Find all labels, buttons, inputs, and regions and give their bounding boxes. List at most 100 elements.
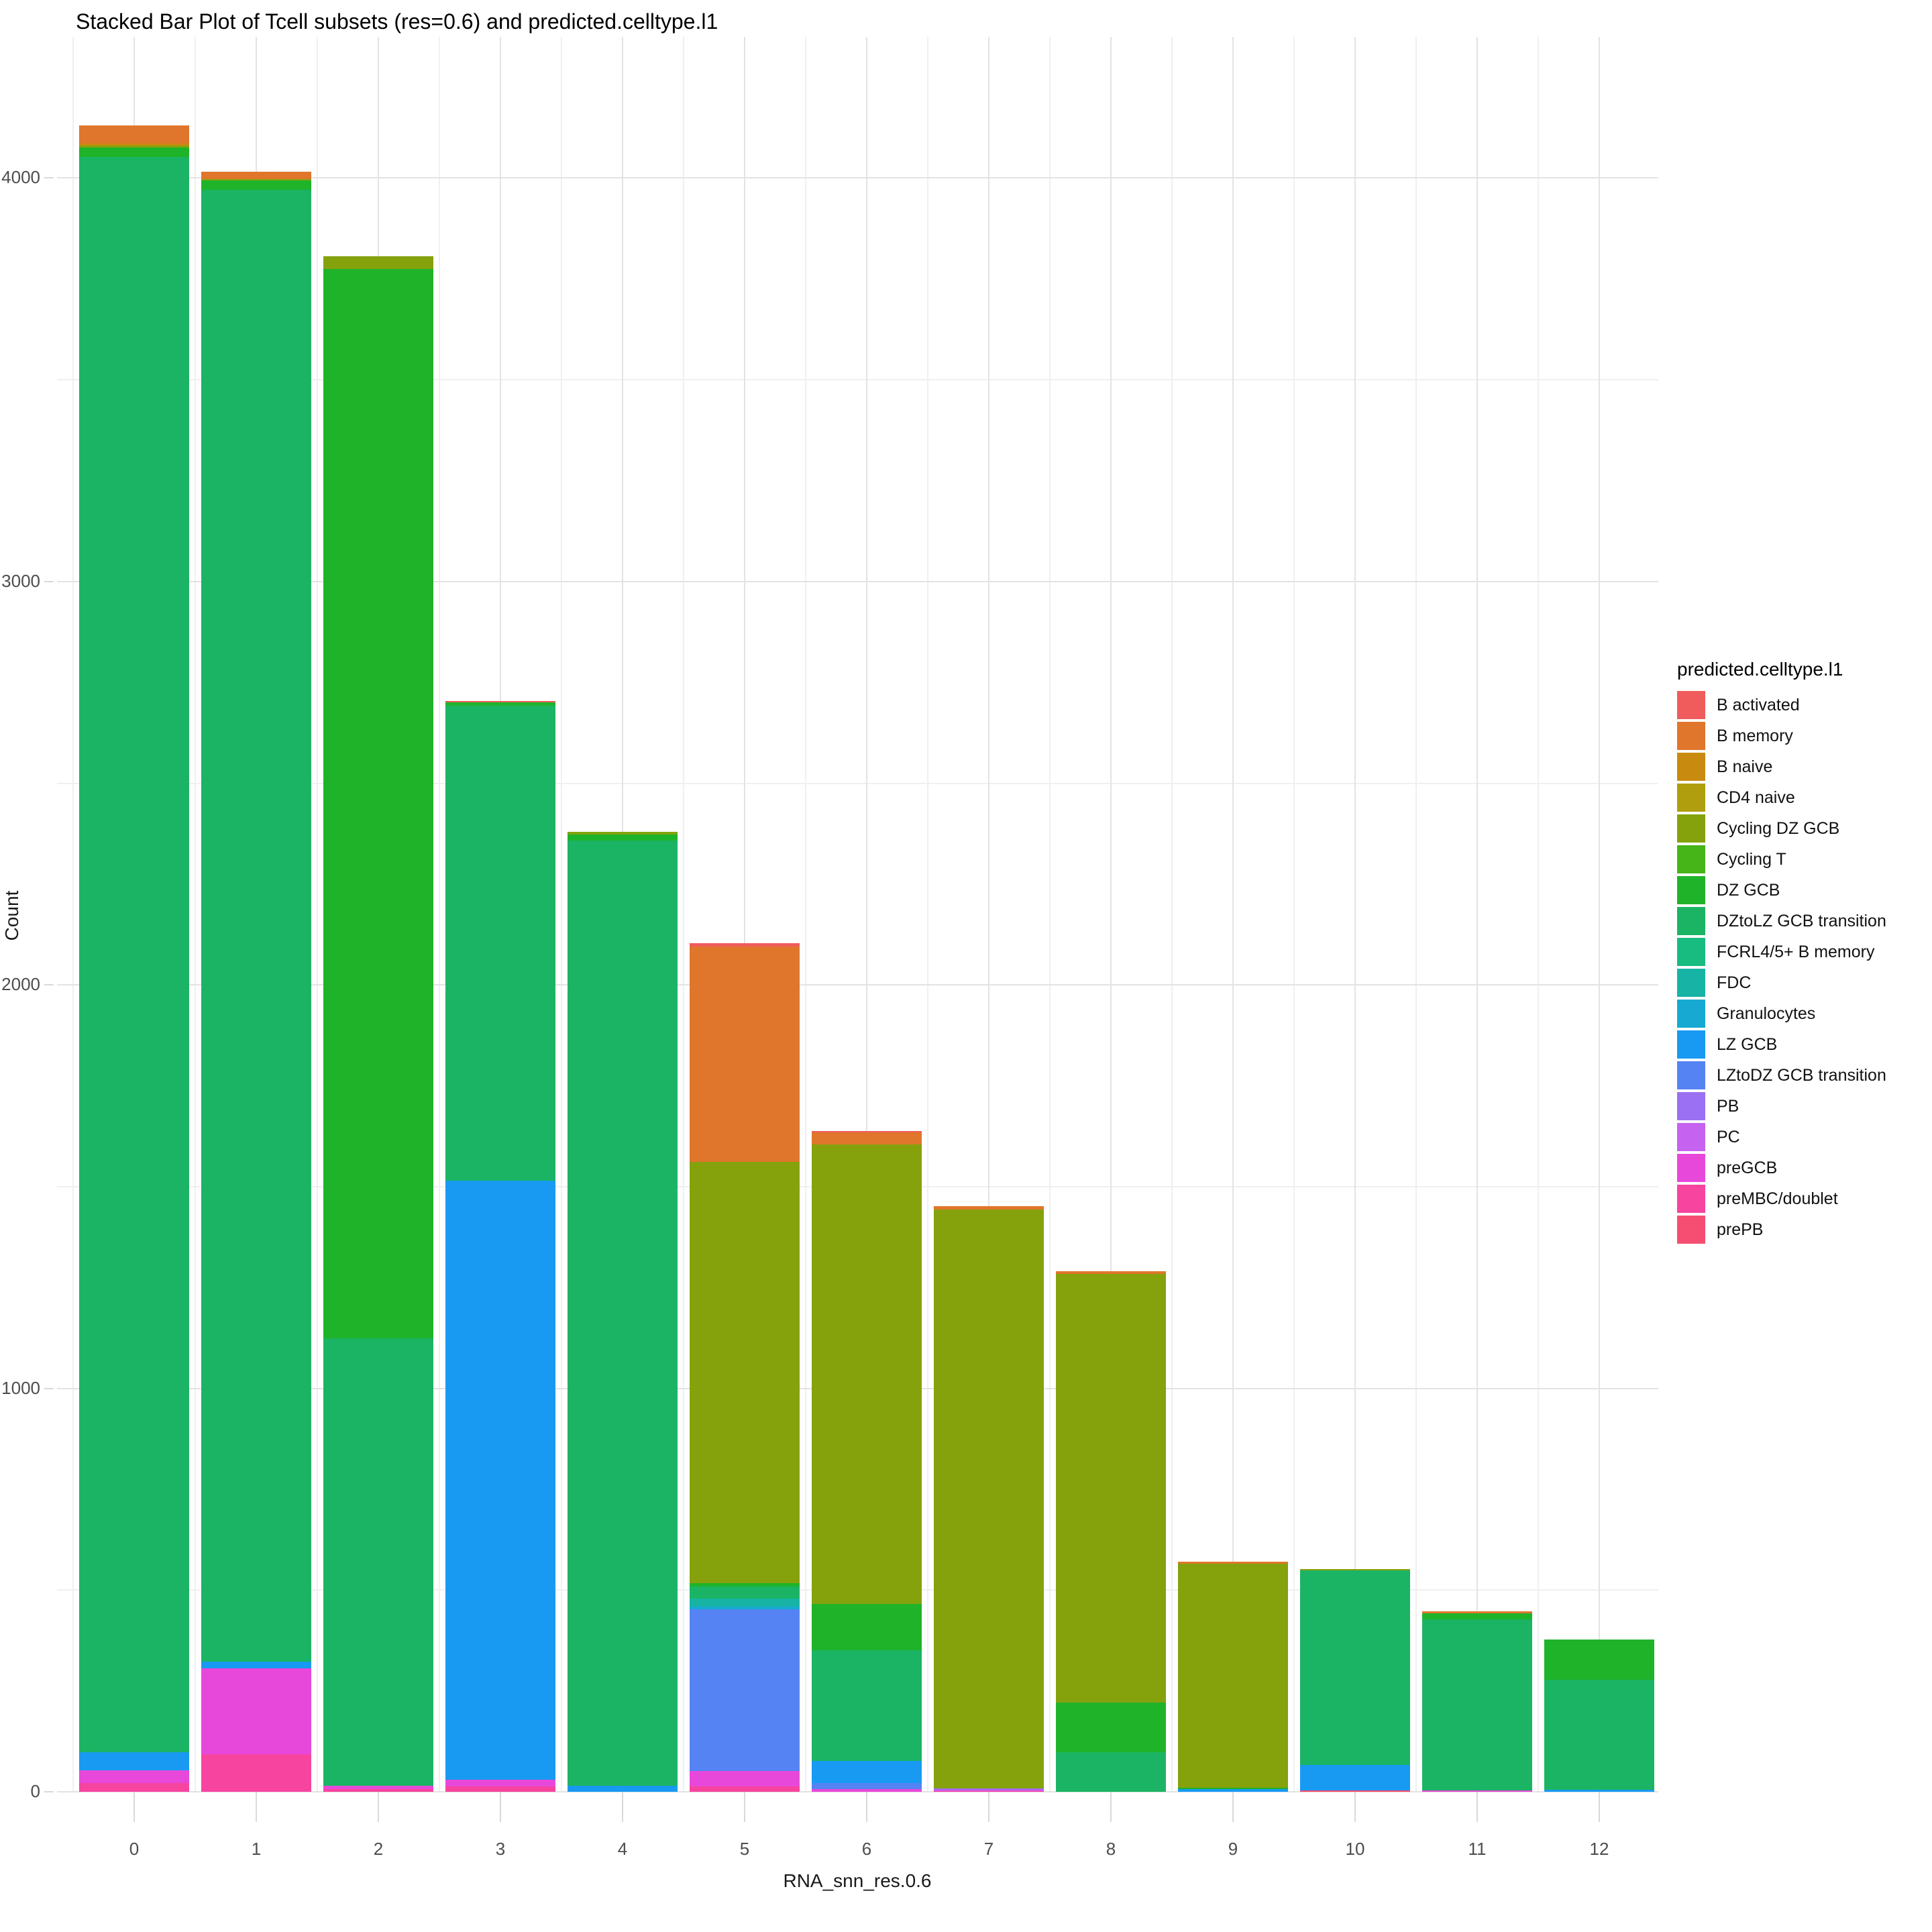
- bar-1-segment: [201, 180, 311, 190]
- x-tick-mark: [500, 1792, 501, 1822]
- bar-12-segment: [1544, 1789, 1654, 1792]
- bar-5-segment: [690, 1770, 800, 1787]
- legend-item: Cycling T: [1677, 845, 1925, 873]
- x-tick-label: 10: [1345, 1839, 1365, 1859]
- legend-item: B naive: [1677, 753, 1925, 781]
- x-tick-label: 5: [739, 1839, 750, 1859]
- legend-item: LZtoDZ GCB transition: [1677, 1061, 1925, 1089]
- y-axis-title: Count: [1, 890, 22, 941]
- bar-3-segment: [445, 1786, 555, 1792]
- bar-10-segment: [1300, 1790, 1410, 1792]
- y-gridline-minor: [57, 782, 1658, 784]
- bar-5-segment: [690, 1786, 800, 1792]
- bar-6-segment: [812, 1144, 922, 1604]
- legend-swatch: [1677, 845, 1705, 873]
- legend-label: preGCB: [1717, 1159, 1778, 1177]
- y-tick-mark: [44, 984, 54, 986]
- x-tick-mark: [1599, 1792, 1600, 1822]
- bar-6-segment: [812, 1760, 922, 1783]
- legend-item: preMBC/doublet: [1677, 1185, 1925, 1213]
- legend-swatch: [1677, 969, 1705, 997]
- bar-7-segment: [934, 1206, 1044, 1210]
- legend-label: FDC: [1717, 973, 1752, 992]
- bar-8-segment: [1056, 1274, 1166, 1703]
- legend-swatch: [1677, 1092, 1705, 1120]
- legend-swatch: [1677, 938, 1705, 966]
- bar-9-segment: [1178, 1562, 1288, 1564]
- bar-2-segment: [323, 256, 433, 270]
- bar-2-segment: [323, 1785, 433, 1789]
- legend-item: DZ GCB: [1677, 876, 1925, 904]
- bar-11-segment: [1422, 1619, 1532, 1790]
- x-gridline-minor: [317, 37, 318, 1792]
- legend-title: predicted.celltype.l1: [1677, 659, 1843, 680]
- x-gridline-minor: [1415, 37, 1417, 1792]
- legend-item: Granulocytes: [1677, 1000, 1925, 1028]
- bar-6-segment: [812, 1782, 922, 1789]
- bar-1-segment: [201, 179, 311, 181]
- legend-swatch: [1677, 753, 1705, 781]
- bar-6-segment: [812, 1788, 922, 1792]
- y-gridline-major: [57, 1791, 1658, 1792]
- bar-5-segment: [690, 1586, 800, 1599]
- x-tick-mark: [256, 1792, 257, 1822]
- x-tick-mark: [1477, 1792, 1478, 1822]
- x-tick-label: 0: [129, 1839, 140, 1859]
- bar-8-segment: [1056, 1752, 1166, 1792]
- legend-label: PB: [1717, 1097, 1739, 1116]
- y-gridline-major: [57, 580, 1658, 582]
- y-tick-label: 3000: [1, 570, 40, 591]
- legend-label: preMBC/doublet: [1717, 1189, 1838, 1208]
- x-gridline-minor: [683, 37, 684, 1792]
- bar-6-segment: [812, 1130, 922, 1132]
- legend-item: LZ GCB: [1677, 1030, 1925, 1059]
- bar-3-segment: [445, 702, 555, 706]
- x-tick-mark: [988, 1792, 989, 1822]
- x-gridline-major: [1110, 37, 1112, 1792]
- bar-12-segment: [1544, 1640, 1654, 1680]
- legend-item: PB: [1677, 1092, 1925, 1120]
- bar-9-segment: [1178, 1787, 1288, 1789]
- bar-4-segment: [568, 834, 678, 841]
- legend-item: Cycling DZ GCB: [1677, 814, 1925, 843]
- legend-item: FCRL4/5+ B memory: [1677, 938, 1925, 966]
- bar-5-segment: [690, 1162, 800, 1584]
- bar-1-segment: [201, 172, 311, 180]
- bar-0-segment: [79, 1770, 189, 1783]
- bar-4-segment: [568, 840, 678, 1786]
- x-gridline-minor: [195, 37, 196, 1792]
- legend-item: PC: [1677, 1123, 1925, 1151]
- bar-0-segment: [79, 144, 189, 146]
- x-gridline-major: [1232, 37, 1234, 1792]
- y-tick-label: 0: [30, 1781, 40, 1801]
- bar-0-segment: [79, 147, 189, 157]
- x-tick-label: 3: [495, 1839, 506, 1859]
- legend-swatch: [1677, 1185, 1705, 1213]
- y-tick-mark: [44, 1387, 54, 1389]
- x-gridline-major: [1477, 37, 1478, 1792]
- x-tick-label: 9: [1228, 1839, 1238, 1859]
- x-tick-mark: [133, 1792, 135, 1822]
- legend-label: DZ GCB: [1717, 881, 1780, 900]
- bar-7-segment: [934, 1790, 1044, 1792]
- bar-0-segment: [79, 156, 189, 1753]
- bar-2-segment: [323, 1338, 433, 1786]
- y-tick-label: 1000: [1, 1377, 40, 1398]
- x-gridline-major: [1599, 37, 1600, 1792]
- bar-4-segment: [568, 1785, 678, 1792]
- legend-swatch: [1677, 907, 1705, 935]
- bar-7-segment: [934, 1790, 1044, 1792]
- bar-10-segment: [1300, 1569, 1410, 1570]
- bar-1-segment: [201, 1754, 311, 1792]
- legend-label: prePB: [1717, 1220, 1764, 1239]
- x-gridline-minor: [805, 37, 806, 1792]
- bar-10-segment: [1300, 1570, 1410, 1765]
- legend-label: DZtoLZ GCB transition: [1717, 912, 1886, 930]
- x-tick-mark: [622, 1792, 623, 1822]
- bar-2-segment: [323, 269, 433, 1339]
- bar-7-segment: [934, 1788, 1044, 1790]
- bar-6-segment: [812, 1650, 922, 1761]
- bar-5-segment: [690, 1598, 800, 1607]
- bar-11-segment: [1422, 1613, 1532, 1619]
- bar-5-segment: [690, 1609, 800, 1771]
